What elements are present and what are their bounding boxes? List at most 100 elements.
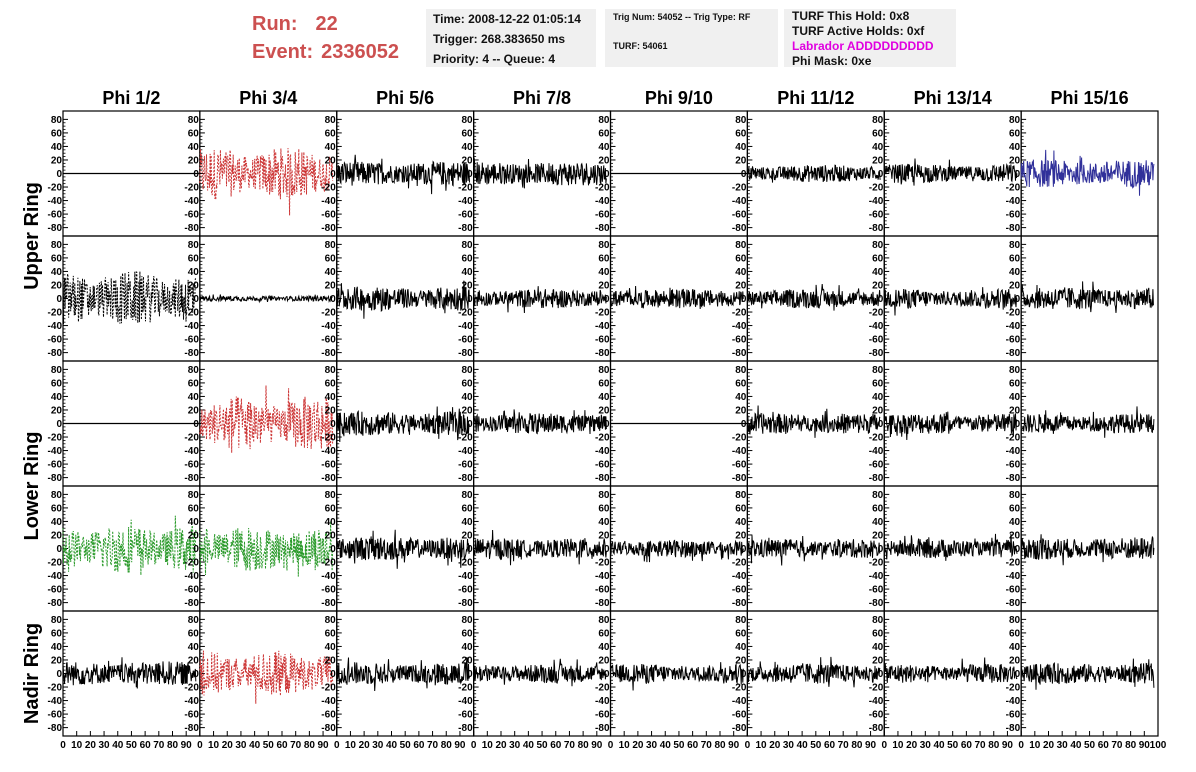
y-tick-label: 20: [188, 655, 200, 666]
y-tick-label: 80: [188, 240, 200, 251]
y-tick-label: 20: [1009, 155, 1021, 166]
x-tick-label: 0: [197, 740, 203, 751]
waveform-trace: [473, 658, 607, 687]
x-tick-label: 90: [454, 740, 466, 751]
y-tick-label: -40: [732, 321, 747, 332]
y-tick-label: -80: [869, 723, 884, 734]
y-tick-label: 20: [325, 655, 337, 666]
x-tick-label: 20: [769, 740, 781, 751]
y-tick-label: 40: [872, 392, 884, 403]
y-tick-label: -80: [458, 473, 473, 484]
y-tick-label: -20: [869, 433, 884, 444]
y-tick-label: 40: [1009, 642, 1021, 653]
y-tick-label: -60: [184, 710, 199, 721]
y-tick-label: -80: [869, 598, 884, 609]
y-tick-label: -80: [48, 348, 63, 359]
x-tick-label: 50: [126, 740, 138, 751]
x-tick-label: 0: [1018, 740, 1024, 751]
row-group-label: Nadir Ring: [21, 623, 43, 724]
x-tick-label: 30: [99, 740, 111, 751]
y-tick-label: 20: [188, 405, 200, 416]
y-tick-label: -20: [869, 683, 884, 694]
y-tick-label: 0: [56, 544, 62, 555]
x-tick-label: 90: [1002, 740, 1014, 751]
y-tick-label: -20: [732, 308, 747, 319]
y-tick-label: -60: [732, 585, 747, 596]
x-tick-label: 0: [745, 740, 751, 751]
y-tick-label: 0: [1015, 419, 1021, 430]
y-tick-label: 40: [51, 392, 63, 403]
y-tick-label: -40: [595, 571, 610, 582]
y-tick-label: -20: [869, 183, 884, 194]
y-tick-label: -60: [458, 335, 473, 346]
y-tick-label: -60: [732, 335, 747, 346]
y-tick-label: -60: [869, 710, 884, 721]
x-tick-label: 30: [372, 740, 384, 751]
y-tick-label: -40: [869, 446, 884, 457]
trig-num-text: Trig Num: 54052 -- Trig Type: RF: [613, 12, 751, 22]
waveform-trace: [199, 148, 334, 216]
y-tick-label: -20: [184, 683, 199, 694]
y-tick-label: -20: [1006, 433, 1021, 444]
y-tick-label: -80: [321, 473, 336, 484]
y-tick-label: -20: [869, 558, 884, 569]
x-tick-label: 90: [728, 740, 740, 751]
y-tick-label: -80: [1006, 723, 1021, 734]
x-tick-label: 80: [167, 740, 179, 751]
y-tick-label: 40: [1009, 142, 1021, 153]
y-tick-label: -40: [1006, 446, 1021, 457]
x-tick-label: 50: [947, 740, 959, 751]
y-tick-label: -20: [732, 558, 747, 569]
column-title: Phi 5/6: [376, 88, 434, 108]
y-tick-label: 60: [462, 253, 474, 264]
y-tick-label: -80: [321, 598, 336, 609]
y-tick-label: 40: [598, 142, 610, 153]
x-tick-label: 40: [660, 740, 672, 751]
waveform-trace: [610, 285, 744, 310]
y-tick-label: -20: [732, 433, 747, 444]
y-tick-label: -60: [48, 335, 63, 346]
y-tick-label: 20: [462, 280, 474, 291]
turf-active-text: TURF Active Holds: 0xf: [792, 24, 925, 38]
y-tick-label: -40: [458, 571, 473, 582]
waveform-trace: [1020, 281, 1155, 313]
y-tick-label: 60: [735, 253, 747, 264]
y-tick-label: -20: [48, 683, 63, 694]
y-tick-label: 60: [1009, 503, 1021, 514]
y-tick-label: -20: [458, 683, 473, 694]
y-tick-label: 0: [604, 419, 610, 430]
x-tick-label: 30: [509, 740, 521, 751]
y-tick-label: 40: [735, 267, 747, 278]
y-tick-label: -40: [869, 196, 884, 207]
y-tick-label: 0: [193, 169, 199, 180]
x-tick-label: 30: [1057, 740, 1069, 751]
y-tick-label: 0: [330, 544, 336, 555]
y-tick-label: 60: [188, 503, 200, 514]
y-tick-label: 60: [462, 503, 474, 514]
y-tick-label: 60: [735, 628, 747, 639]
y-tick-label: -60: [48, 460, 63, 471]
y-tick-label: -60: [48, 710, 63, 721]
waveform-trace: [746, 535, 881, 566]
x-tick-label: 20: [222, 740, 234, 751]
x-tick-label: 90: [865, 740, 877, 751]
time-info-box: Time: 2008-12-22 01:05:14 Trigger: 268.3…: [426, 9, 596, 67]
x-tick-label: 50: [400, 740, 412, 751]
y-tick-label: 40: [735, 642, 747, 653]
y-tick-label: -40: [458, 321, 473, 332]
x-tick-label: 70: [427, 740, 439, 751]
y-tick-label: 0: [330, 169, 336, 180]
y-tick-label: 60: [1009, 628, 1021, 639]
y-tick-label: 0: [56, 419, 62, 430]
y-tick-label: 80: [188, 615, 200, 626]
y-tick-label: -80: [1006, 348, 1021, 359]
waveform-trace: [336, 657, 470, 692]
y-tick-label: 40: [598, 392, 610, 403]
y-tick-label: 80: [325, 365, 337, 376]
x-tick-label: 20: [359, 740, 371, 751]
y-tick-label: 20: [872, 405, 884, 416]
waveform-trace: [336, 406, 470, 443]
y-tick-label: 80: [325, 490, 337, 501]
y-tick-label: -80: [321, 723, 336, 734]
y-tick-label: 60: [735, 378, 747, 389]
